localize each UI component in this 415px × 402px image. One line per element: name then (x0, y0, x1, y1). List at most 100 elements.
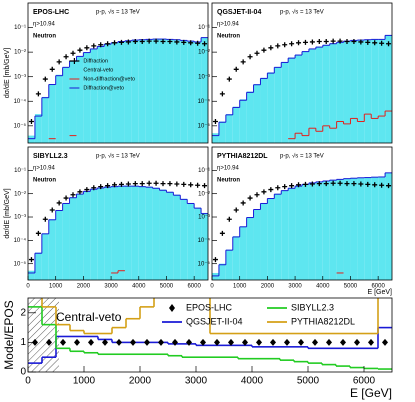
y-tick-label: 10⁻¹ (198, 25, 210, 31)
bar (145, 186, 153, 280)
bar (104, 43, 112, 143)
point (309, 181, 315, 187)
bar (173, 194, 181, 280)
bar (28, 135, 35, 143)
point (172, 338, 178, 346)
bar (212, 133, 219, 143)
point (98, 42, 104, 48)
point (296, 40, 302, 46)
bar (138, 186, 146, 280)
bar (350, 40, 358, 143)
point (247, 195, 253, 201)
point (202, 41, 208, 47)
bar (232, 106, 240, 143)
y-axis-label: dσ/dE [mb/GeV] (4, 48, 11, 98)
point (330, 38, 336, 44)
x-tick-label: 0 (210, 284, 214, 290)
y-tick-label: 10⁻² (198, 50, 210, 56)
y-tick-label: 10⁻⁵ (14, 122, 27, 129)
y-tick-label: 10⁻⁵ (14, 260, 27, 267)
bar (308, 182, 316, 280)
point (379, 40, 385, 46)
point (118, 39, 124, 45)
plot-area (28, 298, 392, 370)
point (386, 183, 392, 189)
point (358, 39, 364, 45)
x-tick-label: 1000 (49, 284, 63, 290)
point (326, 338, 332, 346)
legend-swatch (69, 67, 80, 73)
point (116, 338, 122, 346)
bar (274, 66, 282, 143)
x-tick-label: 2000 (261, 284, 275, 290)
point (35, 230, 41, 236)
point (344, 39, 350, 45)
point (181, 181, 187, 187)
legend-label: Non-diffraction@veto (83, 76, 135, 82)
point (88, 338, 94, 346)
panel-title: QGSJET-II-04 (217, 9, 261, 16)
point (228, 338, 234, 346)
bar (48, 219, 56, 280)
bar (267, 198, 275, 280)
point (195, 182, 201, 188)
point (247, 54, 253, 60)
legend-swatch (69, 58, 80, 64)
y-tick-label: 10⁻² (14, 50, 26, 56)
point (102, 338, 108, 346)
x-tick-label: 2000 (129, 376, 152, 387)
bar (260, 77, 268, 143)
bar (225, 249, 233, 280)
panel-title: SIBYLL2.3 (33, 153, 68, 160)
bar (83, 191, 91, 280)
point (242, 338, 248, 346)
point (282, 42, 288, 48)
point (174, 39, 180, 45)
plot-area (28, 37, 208, 143)
y-tick-label: 10⁻⁴ (14, 98, 27, 105)
bar (41, 96, 49, 143)
point (268, 45, 274, 51)
point (91, 43, 97, 49)
x-tick-label: 2000 (77, 284, 91, 290)
point (226, 76, 232, 82)
annotation: η>10.94 (33, 22, 56, 28)
point (344, 181, 350, 187)
point (219, 230, 225, 236)
point (337, 38, 343, 44)
bar (83, 52, 91, 143)
bar (239, 99, 247, 143)
plot-area (212, 172, 392, 280)
x-tick-label: 3000 (185, 376, 208, 387)
bar (131, 185, 139, 280)
point (261, 47, 267, 53)
point (195, 40, 201, 46)
bar (357, 39, 365, 143)
bar (225, 114, 233, 143)
point (112, 182, 118, 188)
annotation: Neutron (33, 178, 56, 184)
point (330, 180, 336, 186)
y-tick-label: 0 (20, 367, 26, 378)
point (186, 338, 192, 346)
x-tick-label: 4000 (241, 376, 264, 387)
point (132, 39, 138, 45)
panel-subtitle: p-p, √s = 13 TeV (280, 153, 324, 160)
point (337, 180, 343, 186)
bar (281, 61, 289, 143)
legend-label: Diffraction@veto (83, 85, 124, 91)
y-tick-label: 10⁻² (14, 191, 26, 197)
bar (173, 39, 181, 143)
point (188, 40, 194, 46)
x-tick-label: 1000 (233, 284, 247, 290)
bar (145, 39, 153, 143)
point (275, 43, 281, 49)
point (386, 41, 392, 47)
legend-label: EPOS-LHC (186, 302, 233, 312)
bar (274, 193, 282, 280)
point (63, 54, 69, 60)
x-tick-label: 0 (25, 376, 31, 387)
point (153, 180, 159, 186)
point (256, 338, 262, 346)
x-tick-label: 3000 (104, 284, 118, 290)
